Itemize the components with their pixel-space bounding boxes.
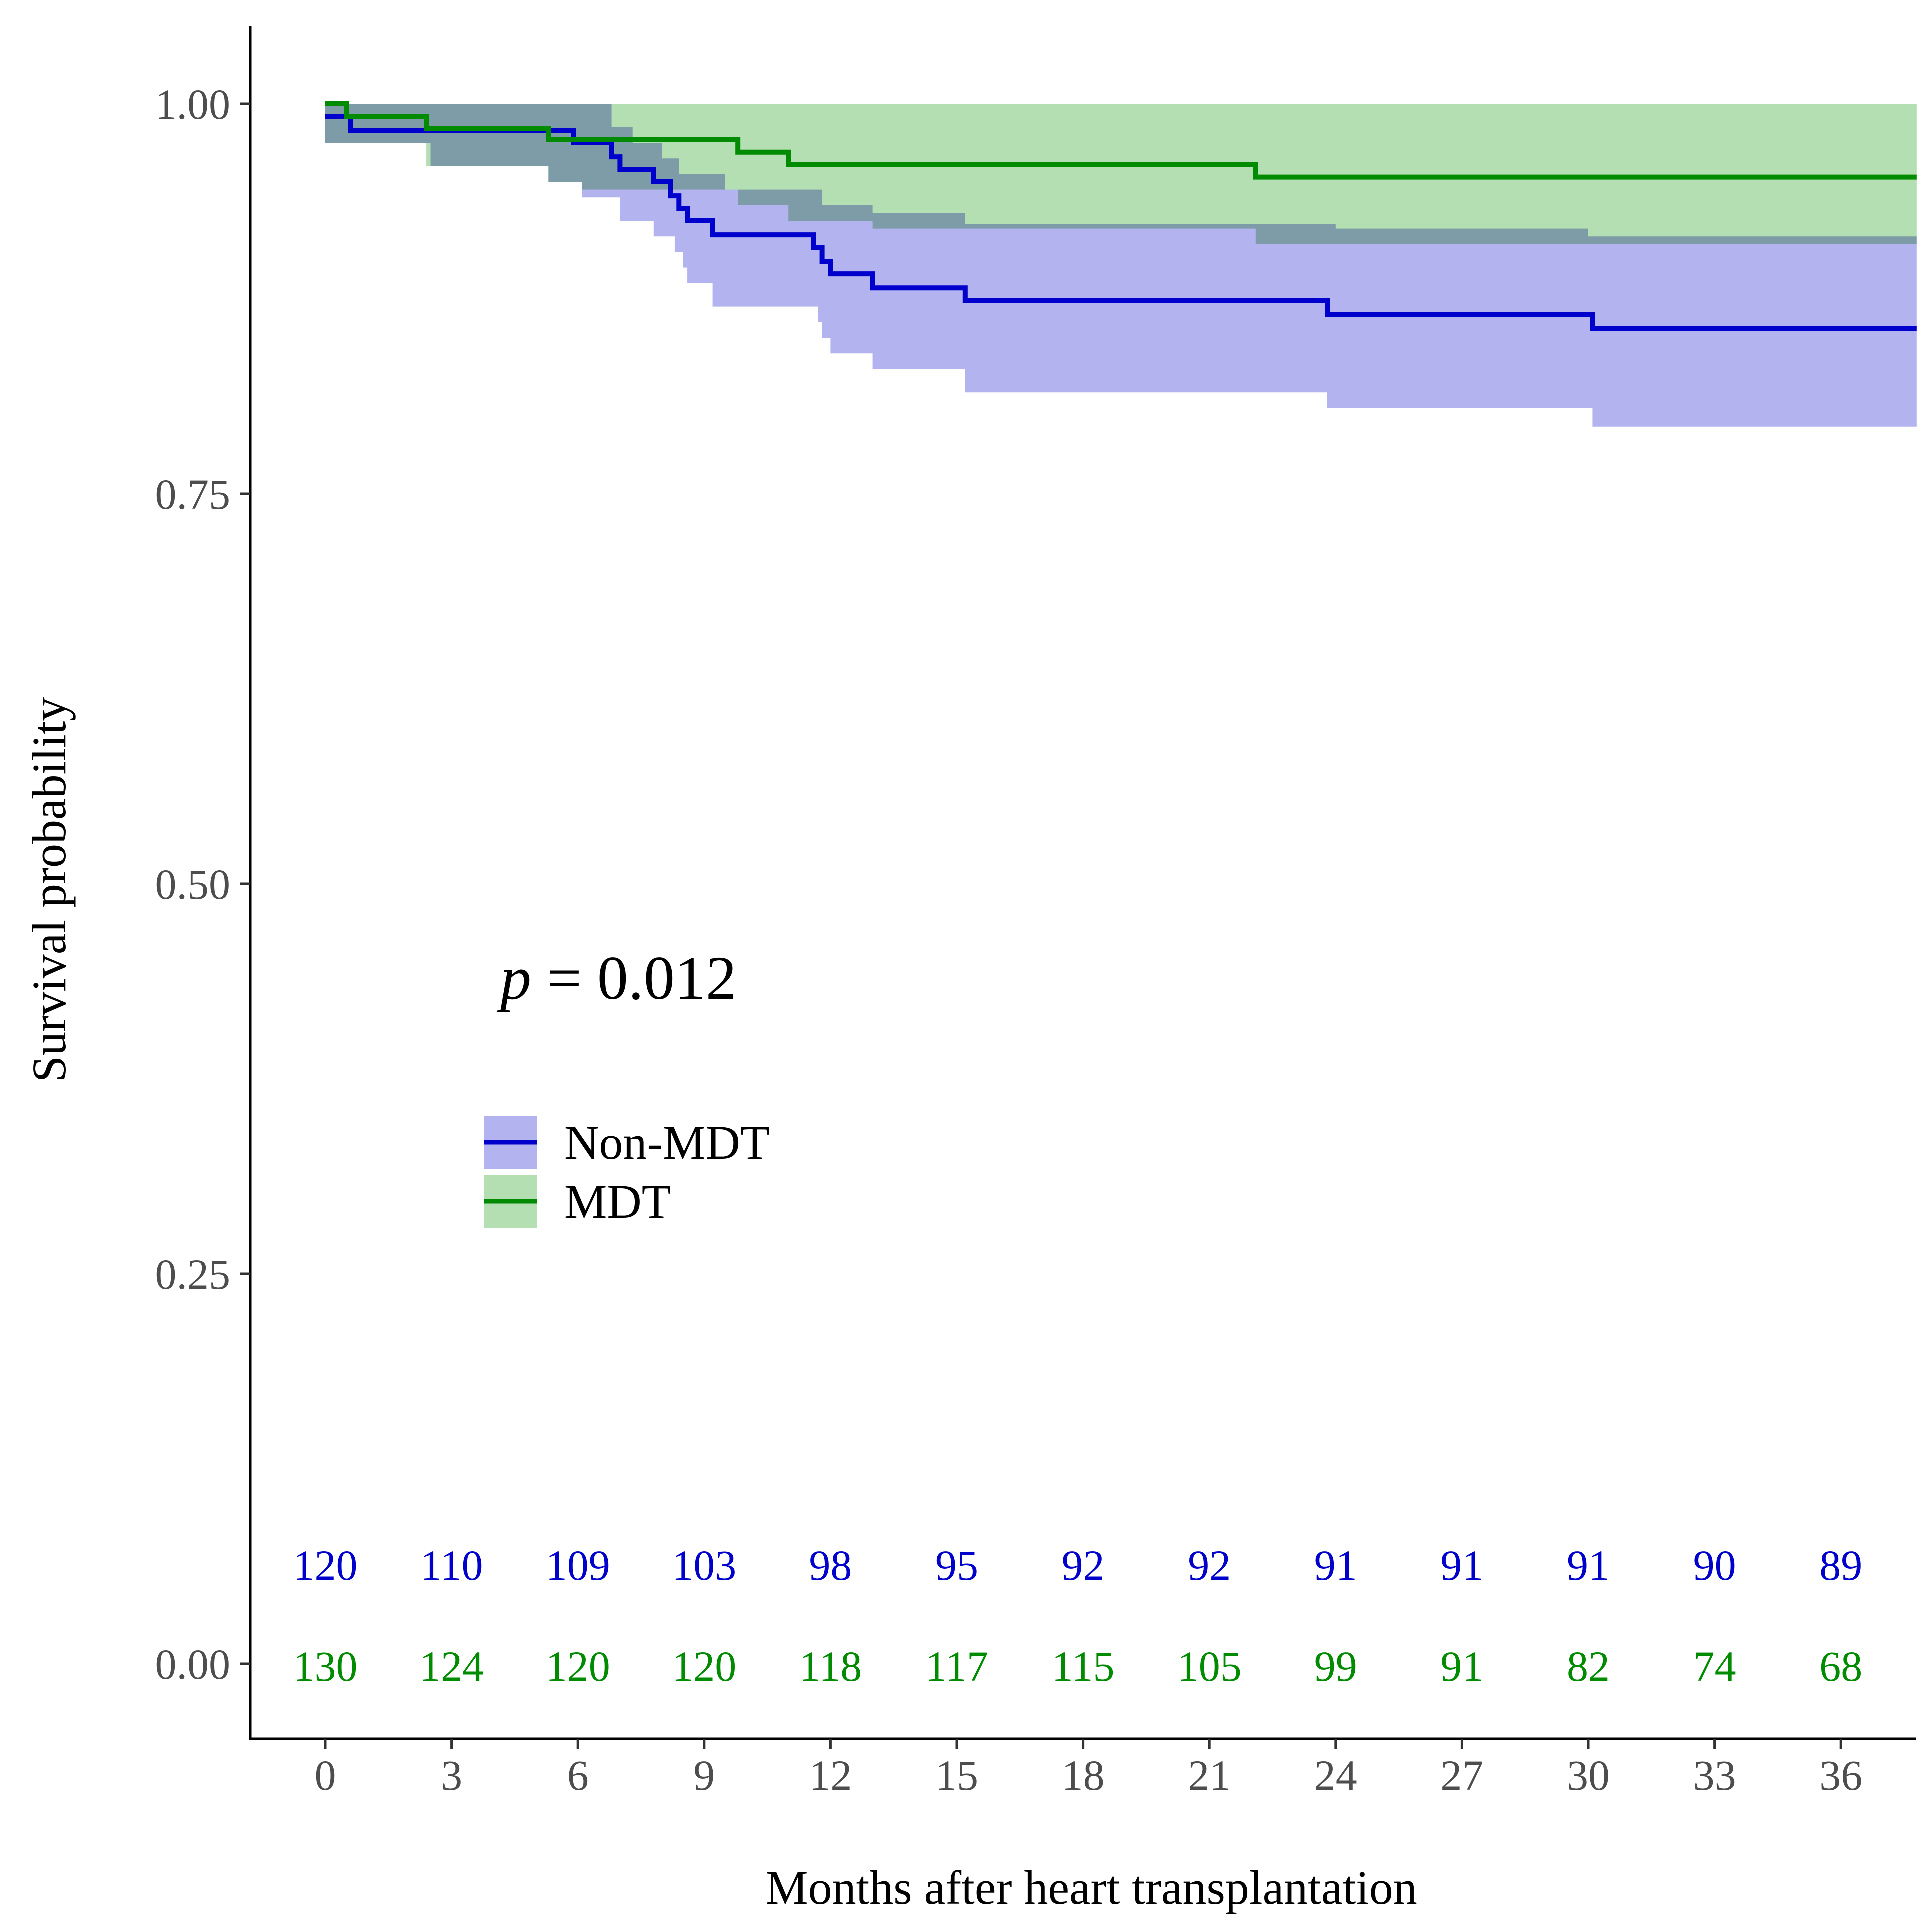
risk-count-non-mdt: 110 <box>420 1542 483 1590</box>
risk-count-non-mdt: 120 <box>293 1542 358 1590</box>
risk-count-non-mdt: 92 <box>1062 1542 1105 1590</box>
risk-table: 120 110 109 103 98 95 92 92 91 91 91 90 89 130 124 120 1… <box>293 1542 1863 1690</box>
risk-count-mdt: 68 <box>1819 1642 1862 1690</box>
risk-count-non-mdt: 91 <box>1567 1542 1610 1590</box>
x-tick-label: 15 <box>935 1752 978 1800</box>
risk-count-non-mdt: 90 <box>1693 1542 1736 1590</box>
risk-count-non-mdt: 92 <box>1188 1542 1231 1590</box>
legend: Non-MDT MDT <box>484 1116 770 1228</box>
x-axis-title: Months after heart transplantation <box>765 1861 1417 1914</box>
x-tick-label: 0 <box>315 1752 336 1800</box>
risk-count-non-mdt: 98 <box>809 1542 852 1590</box>
risk-count-mdt: 118 <box>799 1642 862 1690</box>
risk-count-mdt: 120 <box>672 1642 736 1690</box>
y-tick-label: 0.50 <box>155 860 231 908</box>
x-tick-label: 6 <box>567 1752 589 1800</box>
x-tick-label: 21 <box>1188 1752 1231 1800</box>
x-tick-label: 3 <box>441 1752 462 1800</box>
x-tick-label: 36 <box>1819 1752 1862 1800</box>
survival-line-mdt <box>325 102 1917 180</box>
risk-count-mdt: 74 <box>1693 1642 1736 1690</box>
risk-count-mdt: 105 <box>1177 1642 1242 1690</box>
risk-count-mdt: 117 <box>925 1642 988 1690</box>
risk-count-mdt: 130 <box>293 1642 358 1690</box>
y-ticks: 0.00 0.25 0.50 0.75 1.00 <box>155 80 250 1688</box>
y-tick-label: 0.75 <box>155 470 231 518</box>
risk-count-non-mdt: 103 <box>672 1542 736 1590</box>
risk-count-non-mdt: 89 <box>1819 1542 1862 1590</box>
y-axis-title: Survival probability <box>22 698 76 1083</box>
risk-count-non-mdt: 95 <box>935 1542 978 1590</box>
y-tick-label: 0.25 <box>155 1250 231 1298</box>
x-tick-label: 27 <box>1440 1752 1483 1800</box>
y-tick-label: 0.00 <box>155 1640 231 1688</box>
x-tick-label: 30 <box>1567 1752 1610 1800</box>
risk-count-mdt: 91 <box>1440 1642 1483 1690</box>
risk-count-mdt: 82 <box>1567 1642 1610 1690</box>
x-tick-label: 12 <box>809 1752 852 1800</box>
survival-line-non-mdt <box>325 114 1917 332</box>
risk-count-mdt: 99 <box>1314 1642 1357 1690</box>
risk-count-mdt: 120 <box>546 1642 610 1690</box>
y-tick-label: 1.00 <box>155 80 231 128</box>
risk-count-mdt: 124 <box>419 1642 484 1690</box>
p-value-annotation: p = 0.012 <box>496 944 737 1012</box>
risk-count-non-mdt: 91 <box>1440 1542 1483 1590</box>
p-value-text: = 0.012 <box>531 944 737 1012</box>
x-tick-label: 33 <box>1693 1752 1736 1800</box>
x-tick-label: 24 <box>1314 1752 1357 1800</box>
p-value-symbol: p <box>496 944 531 1012</box>
risk-count-mdt: 115 <box>1052 1642 1115 1690</box>
legend-label-non-mdt: Non-MDT <box>564 1116 770 1170</box>
risk-count-non-mdt: 109 <box>546 1542 610 1590</box>
risk-count-non-mdt: 91 <box>1314 1542 1357 1590</box>
x-ticks: 0 3 6 9 12 15 18 21 24 27 30 33 36 <box>315 1739 1862 1800</box>
confidence-bands <box>325 104 1917 427</box>
survival-curves <box>325 102 1917 332</box>
ci-band-mdt <box>325 104 1917 244</box>
x-tick-label: 9 <box>693 1752 715 1800</box>
legend-label-mdt: MDT <box>564 1175 671 1228</box>
x-tick-label: 18 <box>1062 1752 1105 1800</box>
